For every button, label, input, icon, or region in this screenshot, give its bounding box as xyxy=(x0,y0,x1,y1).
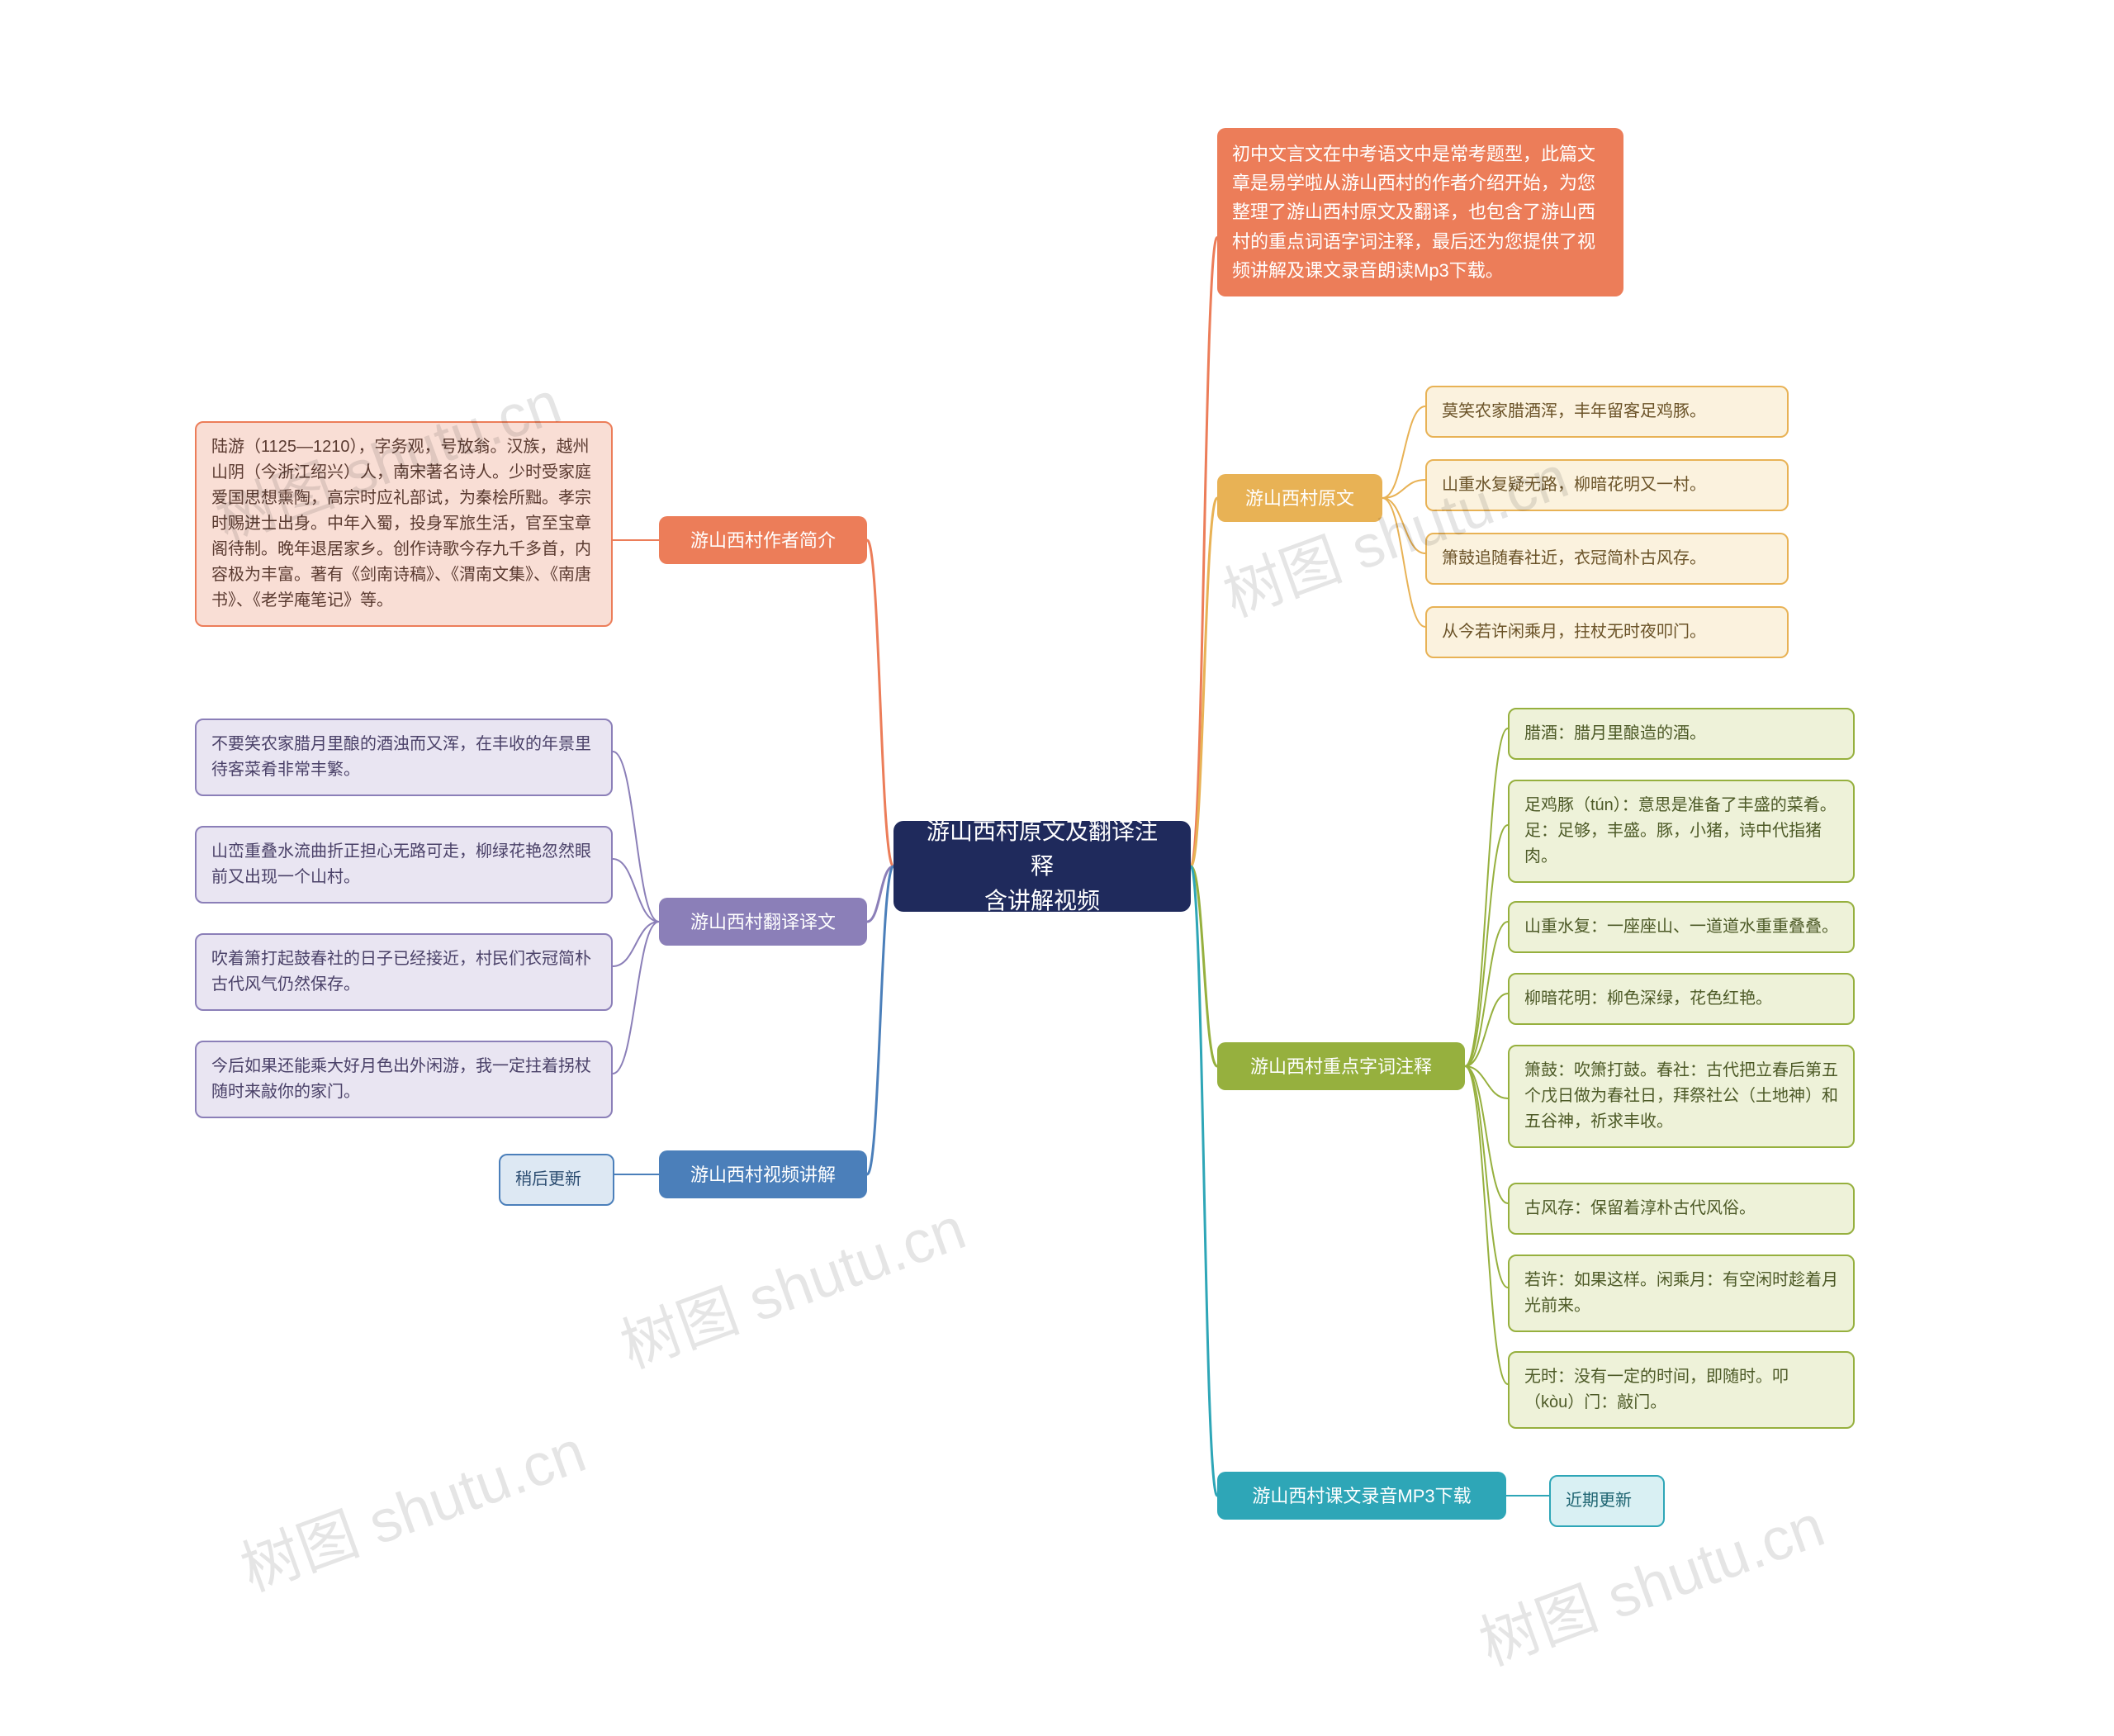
branch-zhushi: 游山西村重点字词注释 xyxy=(1217,1042,1465,1090)
leaf-zhushi-4: 箫鼓：吹箫打鼓。春社：古代把立春后第五个戊日做为春社日，拜祭社公（土地神）和五谷… xyxy=(1508,1045,1855,1148)
leaf-fanyi-1: 山峦重叠水流曲折正担心无路可走，柳绿花艳忽然眼前又出现一个山村。 xyxy=(195,826,613,904)
watermark: 树图 shutu.cn xyxy=(227,1403,595,1608)
leaf-video-0: 稍后更新 xyxy=(499,1154,614,1206)
leaf-zhushi-5: 古风存：保留着淳朴古代风俗。 xyxy=(1508,1183,1855,1235)
leaf-zhushi-1: 足鸡豚（tún）：意思是准备了丰盛的菜肴。足：足够，丰盛。豚，小猪，诗中代指猪肉… xyxy=(1508,780,1855,883)
branch-author: 游山西村作者简介 xyxy=(659,516,867,564)
branch-yuanwen: 游山西村原文 xyxy=(1217,474,1382,522)
leaf-fanyi-3: 今后如果还能乘大好月色出外闲游，我一定拄着拐杖随时来敲你的家门。 xyxy=(195,1041,613,1118)
leaf-zhushi-6: 若许：如果这样。闲乘月：有空闲时趁着月光前来。 xyxy=(1508,1255,1855,1332)
watermark: 树图 shutu.cn xyxy=(607,1180,975,1385)
leaf-yuanwen-1: 山重水复疑无路，柳暗花明又一村。 xyxy=(1425,459,1789,511)
leaf-author-0: 陆游（1125—1210），字务观，号放翁。汉族，越州山阴（今浙江绍兴）人，南宋… xyxy=(195,421,613,627)
mindmap-canvas: 游山西村原文及翻译注释含讲解视频 初中文言文在中考语文中是常考题型，此篇文章是易学… xyxy=(0,0,2114,1736)
leaf-yuanwen-2: 箫鼓追随春社近，衣冠简朴古风存。 xyxy=(1425,533,1789,585)
leaf-yuanwen-0: 莫笑农家腊酒浑，丰年留客足鸡豚。 xyxy=(1425,386,1789,438)
leaf-yuanwen-3: 从今若许闲乘月，拄杖无时夜叩门。 xyxy=(1425,606,1789,658)
center-node: 游山西村原文及翻译注释含讲解视频 xyxy=(893,821,1191,912)
leaf-fanyi-0: 不要笑农家腊月里酿的酒浊而又浑，在丰收的年景里待客菜肴非常丰繁。 xyxy=(195,719,613,796)
leaf-zhushi-2: 山重水复：一座座山、一道道水重重叠叠。 xyxy=(1508,901,1855,953)
leaf-fanyi-2: 吹着箫打起鼓春社的日子已经接近，村民们衣冠简朴古代风气仍然保存。 xyxy=(195,933,613,1011)
branch-mp3: 游山西村课文录音MP3下载 xyxy=(1217,1472,1506,1520)
branch-video: 游山西村视频讲解 xyxy=(659,1150,867,1198)
leaf-zhushi-7: 无时：没有一定的时间，即随时。叩（kòu）门：敲门。 xyxy=(1508,1351,1855,1429)
leaf-zhushi-3: 柳暗花明：柳色深绿，花色红艳。 xyxy=(1508,973,1855,1025)
branch-intro: 初中文言文在中考语文中是常考题型，此篇文章是易学啦从游山西村的作者介绍开始，为您… xyxy=(1217,128,1623,296)
leaf-zhushi-0: 腊酒：腊月里酿造的酒。 xyxy=(1508,708,1855,760)
center-title-line1: 游山西村原文及翻译注释 xyxy=(918,814,1166,884)
leaf-mp3-0: 近期更新 xyxy=(1549,1475,1665,1527)
branch-fanyi: 游山西村翻译译文 xyxy=(659,898,867,946)
center-title-line2: 含讲解视频 xyxy=(918,884,1166,918)
